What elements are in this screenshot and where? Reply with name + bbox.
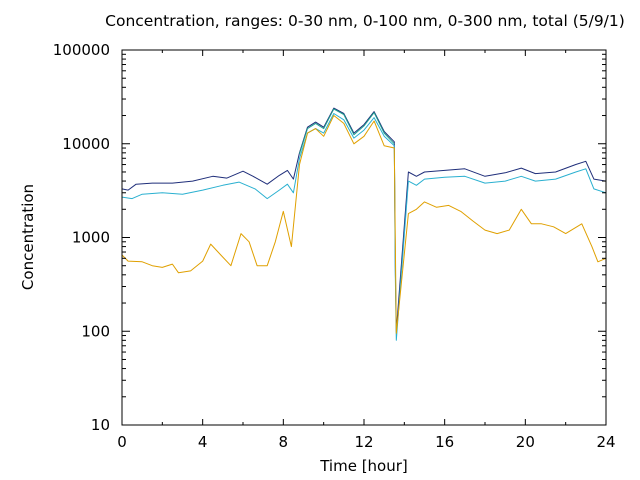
x-tick-label: 4 [198,433,208,451]
y-axis-label: Concentration [19,183,37,291]
y-tick-label: 100000 [53,41,110,59]
x-tick-label: 0 [117,433,127,451]
x-tick-label: 16 [435,433,454,451]
y-tick-label: 100 [81,322,110,340]
series-line-1 [121,107,607,332]
x-tick-label: 20 [516,433,535,451]
x-tick-label: 8 [279,433,289,451]
y-tick-label: 10000 [62,135,110,153]
y-tick-label: 10 [91,416,110,434]
series-line-2 [121,113,607,341]
x-tick-label: 12 [354,433,373,451]
y-tick-label: 1000 [72,229,110,247]
series-layer [121,107,607,341]
tick-layer: 0 4 8 12 16 20 24 10 100 1000 10000 100000 [53,41,616,451]
series-line-3 [299,108,395,155]
x-axis-label: Time [hour] [320,457,408,475]
series-line-4 [121,115,607,334]
x-tick-label: 24 [596,433,615,451]
plot-frame [121,49,607,426]
chart-title: Concentration, ranges: 0-30 nm, 0-100 nm… [105,12,625,30]
